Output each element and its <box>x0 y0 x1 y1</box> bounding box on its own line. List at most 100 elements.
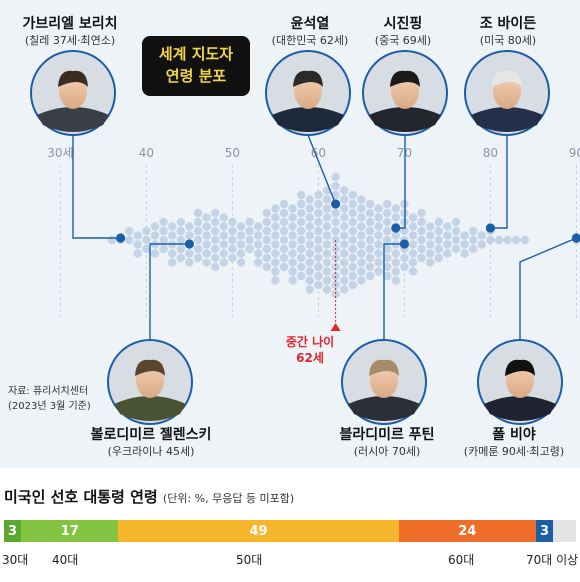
data-point <box>193 253 203 263</box>
data-point <box>211 217 220 227</box>
data-point <box>426 231 435 240</box>
photo-body <box>471 107 543 132</box>
leader-photo <box>464 50 550 136</box>
data-point <box>271 222 280 231</box>
highlighted-point <box>116 233 126 243</box>
data-point <box>383 208 392 218</box>
data-point <box>228 235 237 245</box>
data-point <box>297 190 306 200</box>
data-point <box>357 195 366 204</box>
data-point <box>340 186 349 195</box>
data-point <box>417 217 426 227</box>
data-point <box>254 258 263 267</box>
data-point <box>400 262 409 272</box>
photo-layer <box>30 50 563 425</box>
data-point <box>279 235 289 245</box>
data-point <box>297 262 306 272</box>
bar-category-label: 30대 <box>2 553 29 567</box>
data-point <box>142 226 151 236</box>
data-point <box>228 244 237 254</box>
data-point <box>503 235 512 245</box>
data-point <box>391 267 400 276</box>
data-point <box>443 240 452 249</box>
x-tick-label: 80 <box>483 146 498 160</box>
data-point <box>254 249 263 258</box>
data-point <box>322 231 332 240</box>
leader-name: 윤석열 <box>290 16 330 32</box>
data-point <box>383 262 392 272</box>
data-point <box>245 235 254 245</box>
data-point <box>288 213 297 222</box>
data-point <box>512 235 521 245</box>
data-point <box>159 235 168 245</box>
data-point <box>142 235 151 245</box>
data-point <box>357 240 366 249</box>
data-point <box>314 199 323 209</box>
data-point <box>365 217 375 227</box>
data-point <box>176 217 185 227</box>
data-point <box>340 204 349 213</box>
data-point <box>305 195 314 204</box>
data-point <box>365 208 375 218</box>
data-point <box>331 217 340 227</box>
data-point <box>202 222 211 231</box>
bar-segment: 24 <box>398 520 536 542</box>
data-point <box>348 280 357 290</box>
leader-connector <box>383 243 405 340</box>
data-point <box>271 240 280 249</box>
data-point <box>374 249 383 258</box>
data-point <box>357 276 366 285</box>
bar-category-label: 60대 <box>448 553 475 567</box>
photo-hair <box>369 359 399 376</box>
data-point <box>236 240 246 249</box>
bar-chart-title: 미국인 선호 대통령 연령 (단위: %, 무응답 등 미포함) <box>4 486 294 507</box>
data-point <box>279 244 289 254</box>
data-point <box>297 217 306 227</box>
data-point <box>271 258 280 267</box>
data-point <box>357 258 366 267</box>
x-tick-label: 60 <box>311 146 326 160</box>
data-point <box>374 213 383 222</box>
data-point <box>391 204 400 213</box>
leader-photo <box>265 50 351 136</box>
tick-layer: 30세405060708090 <box>47 146 580 160</box>
data-point <box>348 262 357 272</box>
data-point <box>400 253 409 263</box>
data-point <box>383 271 392 281</box>
data-point <box>322 195 332 204</box>
data-point <box>150 231 160 240</box>
data-point <box>322 204 332 213</box>
data-point <box>168 222 177 231</box>
data-point <box>271 231 280 240</box>
data-point <box>168 249 177 258</box>
source-note: 자료: 퓨리서치센터 (2023년 3월 기준) <box>8 384 91 414</box>
beeswarm-chart: 30세405060708090 <box>30 50 580 425</box>
data-point <box>211 244 220 254</box>
highlighted-point <box>391 223 401 233</box>
data-point <box>193 244 203 254</box>
data-point <box>133 240 142 249</box>
data-point <box>305 258 314 267</box>
data-point <box>228 217 237 227</box>
data-point <box>254 222 263 231</box>
leader-label-biya: 폴 비야 (카메룬 90세·최고령) <box>452 427 576 458</box>
data-point <box>219 258 228 267</box>
data-point <box>365 244 375 254</box>
data-point <box>168 231 177 240</box>
photo-body <box>37 107 109 132</box>
data-point <box>443 231 452 240</box>
data-point <box>322 258 332 267</box>
data-point <box>331 181 340 191</box>
data-point <box>383 199 392 209</box>
data-point <box>288 267 297 276</box>
data-point <box>297 199 306 209</box>
data-point <box>520 235 529 245</box>
data-point <box>477 231 486 240</box>
data-point <box>202 249 211 258</box>
data-point <box>391 249 400 258</box>
data-point <box>391 258 400 267</box>
data-point <box>314 244 323 254</box>
data-point <box>297 226 306 236</box>
data-point <box>408 258 418 267</box>
data-point <box>340 276 349 285</box>
